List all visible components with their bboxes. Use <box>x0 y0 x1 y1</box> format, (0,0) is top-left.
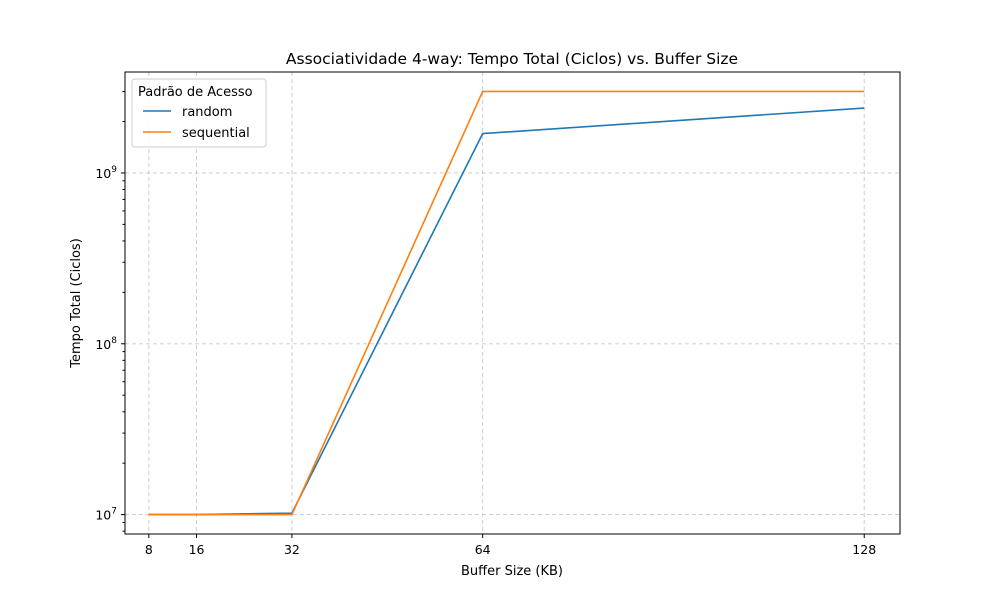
y-axis-label: Tempo Total (Ciclos) <box>69 238 84 369</box>
x-tick-label: 16 <box>189 542 205 557</box>
legend: Padrão de Acesso random sequential <box>131 78 267 148</box>
x-axis-label: Buffer Size (KB) <box>461 564 563 579</box>
axis-layer: 8 16 32 64 128 107 108 109 <box>95 90 876 557</box>
y-tick-label: 109 <box>95 165 117 181</box>
x-tick-label: 64 <box>475 542 491 557</box>
x-tick-label: 128 <box>852 542 876 557</box>
legend-box <box>131 78 267 148</box>
legend-title: Padrão de Acesso <box>138 85 253 100</box>
legend-label-random: random <box>182 105 232 120</box>
plot-frame <box>124 71 901 535</box>
series-layer <box>148 90 865 516</box>
legend-label-sequential: sequential <box>182 126 250 141</box>
x-tick-label: 32 <box>284 542 300 557</box>
y-tick-label: 108 <box>95 336 117 352</box>
grid-layer <box>125 72 900 534</box>
x-tick-label: 8 <box>145 542 153 557</box>
chart-title: Associatividade 4-way: Tempo Total (Cicl… <box>286 50 738 68</box>
y-tick-label: 107 <box>95 507 117 523</box>
series-line-sequential <box>148 90 865 516</box>
